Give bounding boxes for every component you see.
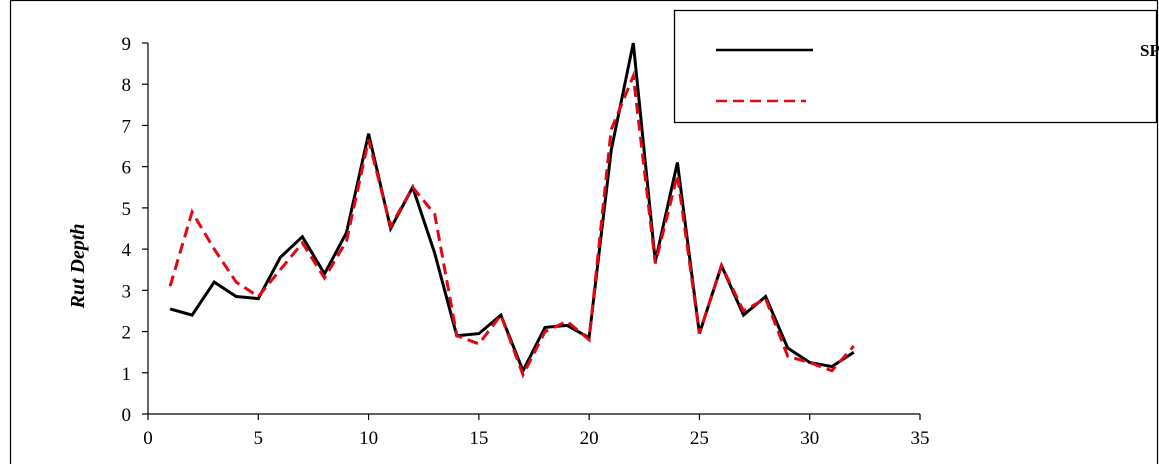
axes: 0 5 10 15 20 25 30 35 0 1 2 3 4 5 6 7 8 9 xyxy=(122,34,930,449)
y-tick-label: 1 xyxy=(122,364,132,385)
y-tick-label: 4 xyxy=(122,240,132,261)
y-tick-label: 6 xyxy=(122,158,132,179)
y-tick-label: 0 xyxy=(122,405,132,426)
x-tick-label: 10 xyxy=(359,428,378,449)
y-tick-label: 9 xyxy=(122,34,132,55)
x-tick-label: 35 xyxy=(911,428,930,449)
x-tick-label: 5 xyxy=(254,428,264,449)
legend-box xyxy=(673,9,1158,124)
x-tick-label: 0 xyxy=(143,428,153,449)
y-tick-label: 3 xyxy=(122,281,132,302)
y-tick-label: 2 xyxy=(122,323,132,344)
x-tick-label: 25 xyxy=(690,428,709,449)
y-tick-label: 8 xyxy=(122,75,132,96)
y-tick-label: 7 xyxy=(122,116,132,137)
legend-label-series-1: عمق شیار حاصل از نرم افزار SPSS xyxy=(1140,41,1159,61)
series-line-2 xyxy=(168,70,855,379)
x-tick-label: 20 xyxy=(580,428,599,449)
x-tick-label: 30 xyxy=(800,428,819,449)
y-axis-title: Rut Depth xyxy=(67,223,89,309)
legend: عمق شیار حاصل از نرم افزار SPSS xyxy=(673,9,1159,124)
x-tick-label: 15 xyxy=(469,428,488,449)
series-layer xyxy=(168,42,855,379)
y-tick-label: 5 xyxy=(122,199,132,220)
